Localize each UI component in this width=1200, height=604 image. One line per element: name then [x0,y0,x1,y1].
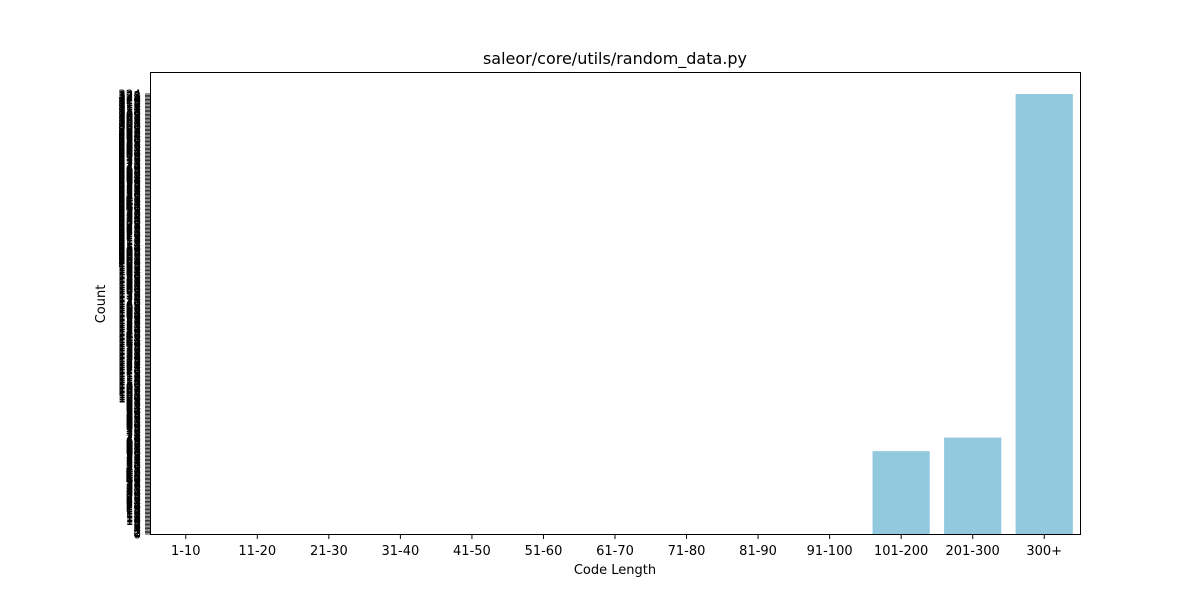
x-tick-label: 300+ [1026,544,1062,559]
bar-300+ [1016,94,1073,534]
x-tick-label: 201-300 [946,544,1000,559]
bars-group [873,94,1073,534]
y-tick-label: 324 [118,88,141,102]
y-axis-label: Count [94,285,109,324]
x-tick-label: 41-50 [453,544,491,559]
y-axis-ticks: 0123456789101112131415161718192021222324… [118,88,150,542]
x-tick-label: 71-80 [668,544,706,559]
bar-101-200 [873,451,930,534]
x-tick-label: 1-10 [171,544,201,559]
plot-frame [151,73,1081,535]
bar-201-300 [944,438,1001,534]
x-tick-label: 21-30 [310,544,348,559]
x-tick-label: 11-20 [238,544,276,559]
x-axis-label: Code Length [574,563,656,578]
x-tick-label: 51-60 [525,544,563,559]
chart-title: saleor/core/utils/random_data.py [483,49,747,69]
x-tick-label: 61-70 [596,544,634,559]
x-axis-ticks: 1-10 11-20 21-30 31-40 41-50 51-60 61-70 71-80 8… [171,534,1062,559]
x-tick-label: 101-200 [874,544,928,559]
x-tick-label: 31-40 [381,544,419,559]
x-tick-label: 81-90 [739,544,777,559]
x-tick-label: 91-100 [807,544,853,559]
